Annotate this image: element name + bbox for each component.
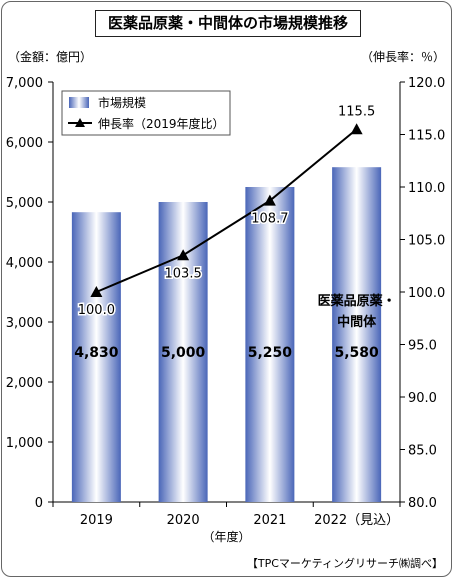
x-tick-label: 2021 [253, 513, 286, 528]
bar-value-label: 4,830 [74, 345, 119, 361]
line-point [177, 249, 190, 261]
line-value-label: 100.0 [78, 303, 115, 318]
left-tick-label: 2,000 [6, 376, 43, 391]
line-point [263, 194, 276, 206]
left-tick-label: 0 [35, 496, 43, 511]
left-tick-label: 1,000 [6, 436, 43, 451]
left-tick-label: 5,000 [6, 196, 43, 211]
right-tick-label: 80.0 [408, 496, 437, 511]
line-value-label: 103.5 [165, 266, 202, 281]
legend-bar-label: 市場規模 [98, 95, 146, 110]
right-tick-label: 100.0 [408, 286, 445, 301]
bar-annotation-line: 医薬品原薬・ [318, 293, 396, 309]
right-tick-label: 85.0 [408, 444, 437, 459]
right-tick-label: 90.0 [408, 391, 437, 406]
x-tick-label: 2020 [167, 513, 200, 528]
line-point [350, 123, 363, 135]
legend-line-label: 伸長率（2019年度比） [98, 116, 225, 131]
legend-line-marker [75, 118, 85, 127]
left-tick-label: 6,000 [6, 136, 43, 151]
line-series: 100.0 103.5 108.7 115.5 [76, 103, 376, 320]
annotation: 医薬品原薬・中間体 [318, 293, 396, 330]
bar-value-label: 5,000 [161, 345, 206, 361]
chart-title: 医薬品原薬・中間体の市場規模推移 [95, 10, 361, 37]
x-tick-label: 2019 [80, 513, 113, 528]
right-tick-label: 120.0 [408, 76, 445, 91]
bar-annotation-line: 中間体 [337, 314, 377, 330]
bar [71, 212, 121, 502]
left-axis-unit: （金額：億円） [8, 50, 93, 64]
bar-series [71, 167, 382, 502]
right-tick-label: 110.0 [408, 181, 445, 196]
x-tick-label: 2022（見込） [314, 513, 399, 528]
line-value-label: 108.7 [251, 212, 288, 227]
source-note: 【TPCマーケティングリサーチ㈱調べ】 [246, 557, 443, 570]
growth-line [95, 128, 358, 293]
left-tick-label: 4,000 [6, 256, 43, 271]
right-axis-unit: （伸長率：％） [360, 50, 445, 64]
legend-box [61, 90, 231, 136]
line-value-label: 115.5 [338, 104, 375, 119]
left-tick-label: 3,000 [6, 316, 43, 331]
bar-value-label: 5,580 [334, 345, 379, 361]
right-tick-label: 115.0 [408, 129, 445, 144]
right-tick-label: 95.0 [408, 339, 437, 354]
legend-bar-swatch [69, 97, 89, 108]
bar-labels: 4,830 5,000 5,250 5,580 [74, 345, 379, 361]
left-tick-label: 7,000 [6, 76, 43, 91]
line-point [90, 286, 103, 297]
bar [332, 167, 382, 502]
bar-value-label: 5,250 [248, 345, 293, 361]
right-tick-label: 105.0 [408, 234, 445, 249]
x-axis-label: （年度） [202, 529, 250, 544]
bar [245, 187, 295, 502]
